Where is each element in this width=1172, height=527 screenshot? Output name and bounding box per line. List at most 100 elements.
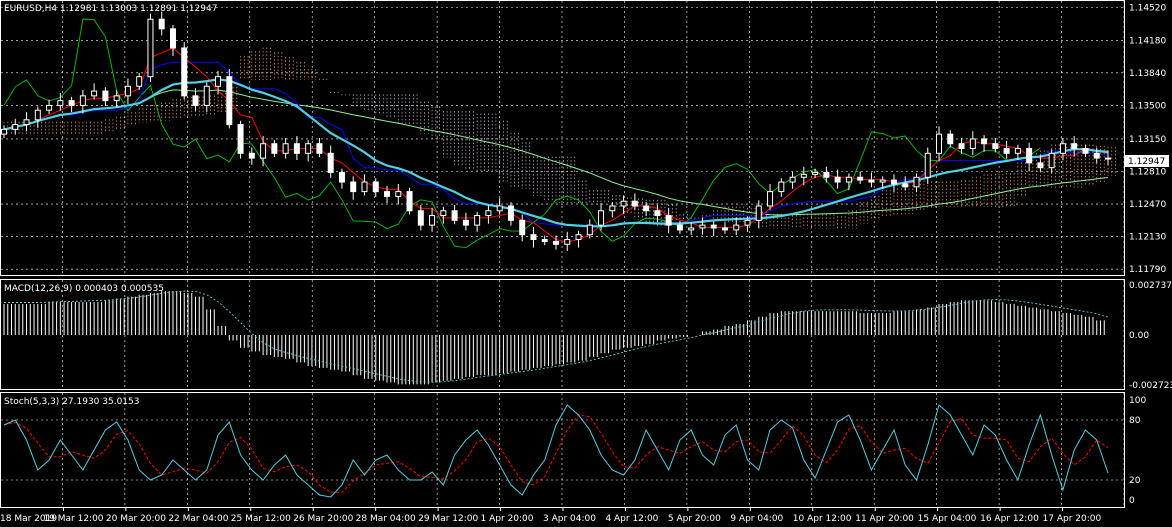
- candle-body: [271, 143, 278, 154]
- candle: [812, 168, 819, 179]
- candle: [620, 195, 627, 215]
- candle: [68, 96, 75, 113]
- macd-tick-label: -0.002723: [1129, 381, 1172, 391]
- stoch-tick-label: 80: [1129, 416, 1141, 426]
- candle-body: [778, 181, 785, 193]
- macd-panel-border: [0, 279, 1125, 390]
- candle: [451, 205, 458, 225]
- candle-body: [395, 191, 402, 197]
- candle-body: [947, 133, 954, 145]
- fast-ma-line: [3, 78, 1109, 228]
- candle: [553, 235, 559, 250]
- candle-body: [845, 176, 852, 183]
- time-tick-label: 3 Apr 04:00: [543, 514, 596, 524]
- candle: [46, 99, 53, 115]
- time-tick-label: 17 Apr 20:00: [1043, 514, 1102, 524]
- macd-signal-path: [4, 290, 1109, 383]
- candle: [699, 217, 706, 235]
- candle-body: [519, 219, 526, 236]
- candle: [890, 174, 897, 193]
- candle-body: [429, 215, 436, 226]
- candle: [496, 198, 503, 215]
- candle: [969, 131, 976, 156]
- candle-body: [113, 95, 120, 102]
- candle-body: [541, 238, 548, 242]
- candle: [192, 88, 199, 111]
- candle: [767, 183, 774, 210]
- candle: [1093, 147, 1100, 164]
- candle-body: [609, 205, 616, 212]
- candle: [372, 178, 379, 197]
- candle-body: [57, 100, 64, 106]
- kijun-line: [3, 61, 1109, 226]
- candle-body: [440, 210, 447, 217]
- candle-body: [203, 85, 210, 106]
- price-tick-label: 1.13150: [1129, 135, 1166, 145]
- candle: [113, 90, 120, 108]
- time-tick-label: 28 Mar 04:00: [356, 514, 416, 524]
- macd-header: MACD(12,26,9) 0.000403 0.000535: [4, 284, 164, 294]
- time-tick-label: 25 Mar 12:00: [231, 514, 291, 524]
- candle: [395, 183, 402, 205]
- stoch-panel-border: [0, 392, 1125, 508]
- candle-body: [767, 191, 774, 207]
- candle-body: [1093, 152, 1100, 159]
- candle-body: [192, 95, 199, 106]
- candle-body: [361, 181, 368, 193]
- candle-body: [710, 224, 717, 229]
- candle-body: [823, 171, 830, 178]
- candle: [665, 207, 672, 234]
- candle-body: [834, 176, 841, 183]
- candle: [631, 193, 638, 210]
- candle-body: [1026, 148, 1033, 164]
- price-tick-label: 1.13500: [1129, 101, 1166, 111]
- candle-body: [68, 100, 75, 106]
- candle: [282, 137, 289, 159]
- candle: [857, 171, 864, 184]
- candle: [181, 42, 188, 100]
- candle-body: [305, 143, 312, 154]
- candles: [1, 11, 1111, 251]
- candle-body: [643, 205, 650, 212]
- candle-body: [181, 47, 188, 97]
- candle: [158, 11, 165, 36]
- candle-body: [46, 104, 53, 111]
- price-tick-label: 1.14520: [1129, 4, 1166, 14]
- candle-body: [913, 176, 920, 188]
- candle-body: [676, 224, 683, 231]
- candle-body: [924, 152, 931, 178]
- candle: [57, 92, 64, 111]
- candle-body: [1082, 148, 1089, 154]
- price-tick-label: 1.12130: [1129, 233, 1166, 243]
- candle: [947, 130, 954, 148]
- candle-body: [462, 219, 469, 226]
- candle-body: [1071, 143, 1078, 150]
- candle: [598, 203, 605, 231]
- candle-body: [800, 173, 807, 178]
- candle-body: [1037, 162, 1044, 169]
- candle-body: [598, 210, 605, 226]
- candle: [12, 118, 19, 135]
- candle-body: [936, 133, 943, 154]
- candle: [1003, 140, 1010, 159]
- candle-body: [417, 210, 424, 226]
- stoch-main-line: [3, 404, 1109, 498]
- time-tick-label: 1 Apr 20:00: [481, 514, 534, 524]
- candle-body: [564, 238, 571, 245]
- time-tick-label: 9 Apr 04:00: [730, 514, 783, 524]
- candle-body: [136, 76, 143, 87]
- candle-body: [530, 234, 537, 240]
- price-tick-label: 1.13840: [1129, 69, 1166, 79]
- candle: [406, 187, 413, 215]
- candle: [34, 106, 41, 128]
- candle: [586, 219, 593, 239]
- candle: [1105, 150, 1111, 166]
- candle-body: [969, 138, 976, 150]
- candle-body: [733, 224, 740, 231]
- price-panel-border: [0, 0, 1125, 276]
- candle: [834, 169, 841, 189]
- candle-body: [992, 143, 999, 150]
- candle: [507, 202, 514, 226]
- candle-body: [721, 227, 728, 231]
- candle-body: [1059, 143, 1066, 154]
